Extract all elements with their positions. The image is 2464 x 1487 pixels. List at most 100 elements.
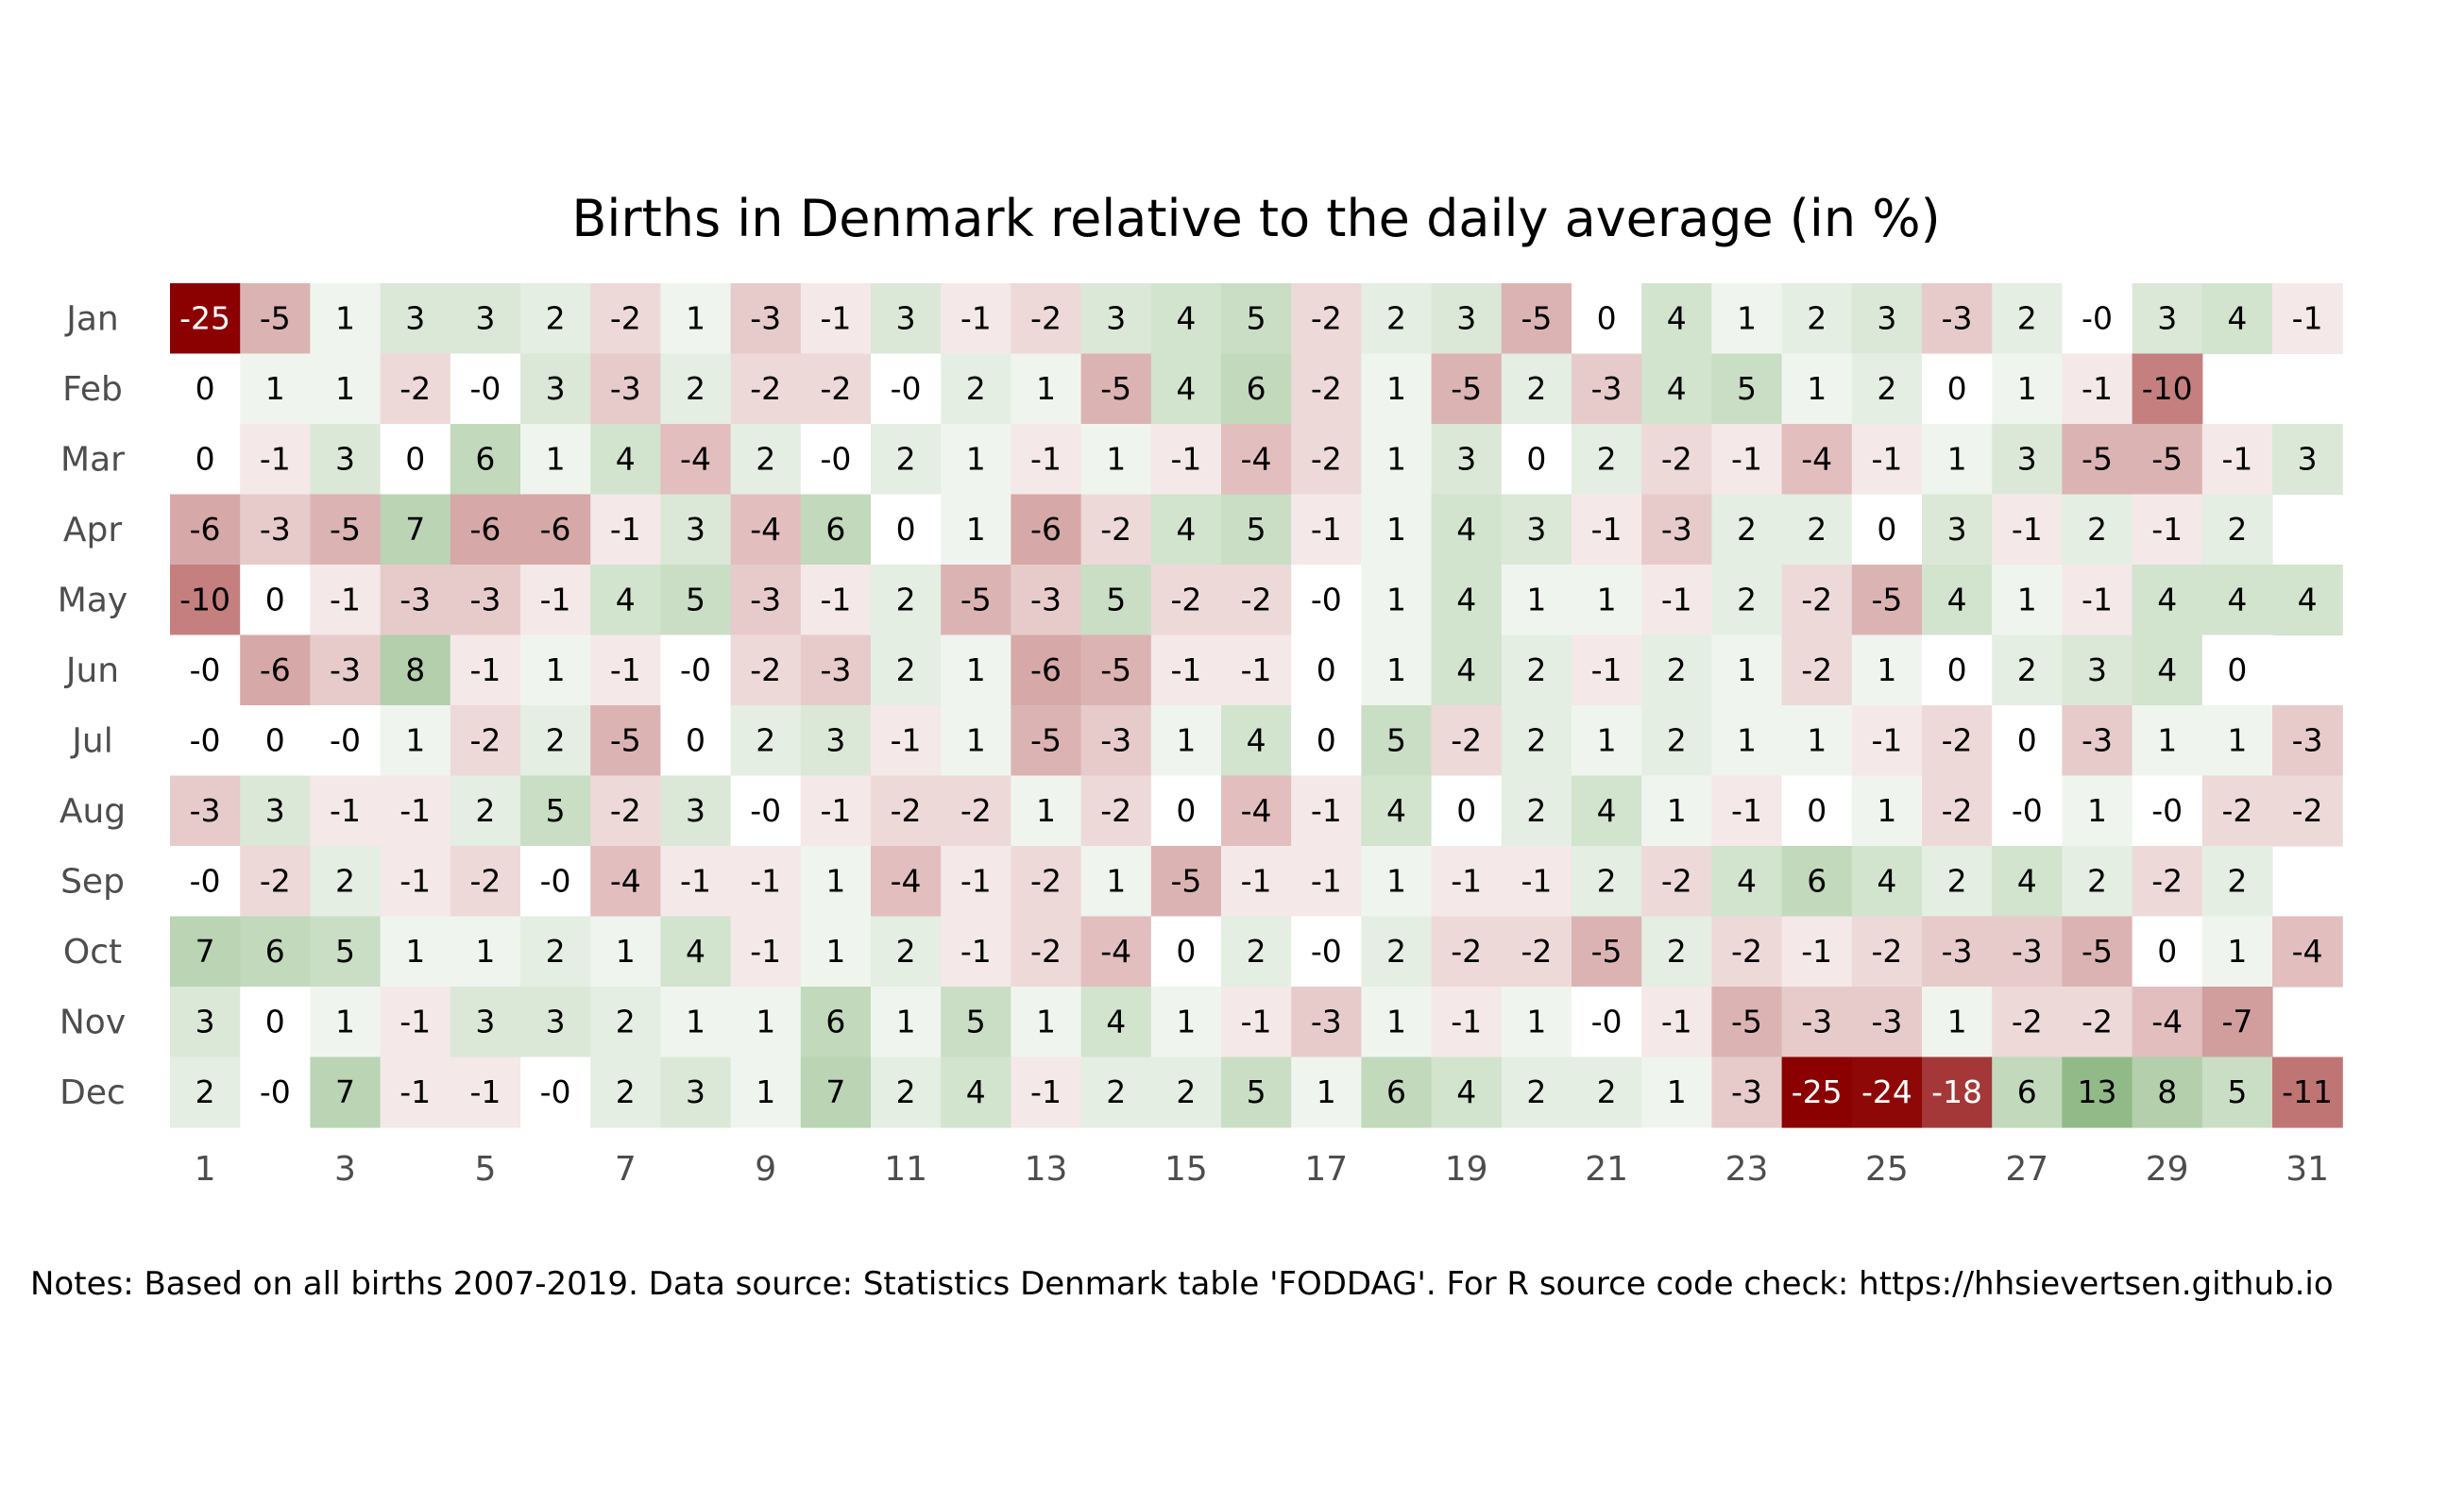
heatmap-cell-feb-9 — [730, 353, 802, 425]
heatmap-cell-aug-8 — [660, 775, 732, 847]
heatmap-cell-mar-1 — [170, 424, 241, 496]
cell-value-dec-29: 8 — [2157, 1073, 2177, 1110]
month-label-feb: Feb — [62, 370, 123, 409]
heatmap-cell-apr-30 — [2201, 494, 2273, 566]
cell-value-may-13: -3 — [1030, 581, 1062, 617]
heatmap-cell-jul-14 — [1080, 705, 1152, 777]
cell-value-oct-26: -3 — [1942, 933, 1973, 970]
cell-value-oct-17: -0 — [1311, 933, 1342, 970]
heatmap-cell-nov-29 — [2132, 987, 2203, 1058]
heatmap-cell-aug-21 — [1572, 775, 1642, 847]
cell-value-may-20: 1 — [1526, 581, 1546, 617]
cell-value-oct-29: 0 — [2157, 933, 2177, 970]
heatmap-cell-feb-14 — [1080, 353, 1152, 425]
heatmap-cell-jan-9 — [730, 283, 802, 355]
cell-value-sep-7: -4 — [610, 862, 641, 899]
heatmap-cell-jan-23 — [1711, 283, 1783, 355]
cell-value-jul-8: 0 — [686, 721, 705, 758]
heatmap-cell-sep-28 — [2062, 846, 2133, 918]
heatmap-cell-dec-4 — [380, 1056, 451, 1128]
month-label-sep: Sep — [60, 862, 125, 901]
heatmap-cell-may-18 — [1361, 565, 1433, 636]
cell-value-jun-17: 0 — [1317, 651, 1336, 688]
heatmap-cell-sep-11 — [871, 846, 942, 918]
cell-value-nov-21: -0 — [1591, 1003, 1623, 1039]
cell-value-dec-24: -25 — [1792, 1073, 1843, 1110]
heatmap-cell-sep-20 — [1501, 846, 1572, 918]
heatmap-cell-aug-26 — [1922, 775, 1993, 847]
heatmap-cell-dec-20 — [1501, 1056, 1572, 1128]
cell-value-dec-26: -18 — [1931, 1073, 1982, 1110]
heatmap-cell-oct-7 — [590, 916, 661, 988]
heatmap-cell-jan-27 — [1992, 283, 2063, 355]
cell-value-aug-19: 0 — [1456, 792, 1476, 829]
cell-value-mar-24: -4 — [1801, 440, 1832, 477]
cell-value-nov-16: -1 — [1241, 1003, 1272, 1039]
cell-value-feb-29: -10 — [2142, 370, 2193, 407]
heatmap-cell-dec-29 — [2132, 1056, 2203, 1128]
heatmap-cell-jul-13 — [1011, 705, 1082, 777]
cell-value-may-29: 4 — [2157, 581, 2177, 617]
heatmap-cell-feb-4 — [380, 353, 451, 425]
heatmap-cell-jul-12 — [941, 705, 1011, 777]
heatmap-cell-sep-14 — [1080, 846, 1152, 918]
cell-value-mar-10: -0 — [820, 440, 851, 477]
heatmap-cell-aug-22 — [1641, 775, 1712, 847]
heatmap-cell-sep-3 — [310, 846, 382, 918]
heatmap-cell-nov-2 — [240, 987, 311, 1058]
heatmap-cell-apr-29 — [2132, 494, 2203, 566]
heatmap-cell-nov-27 — [1992, 987, 2063, 1058]
cell-value-feb-13: 1 — [1036, 370, 1056, 407]
cell-value-oct-28: -5 — [2082, 933, 2113, 970]
heatmap-cell-sep-25 — [1851, 846, 1923, 918]
heatmap-cell-apr-2 — [240, 494, 311, 566]
heatmap-cell-mar-6 — [520, 424, 591, 496]
heatmap-cell-nov-26 — [1922, 987, 1993, 1058]
cell-value-jul-13: -5 — [1030, 721, 1062, 758]
heatmap-cell-apr-9 — [730, 494, 802, 566]
cell-value-jun-21: -1 — [1591, 651, 1623, 688]
cell-value-apr-29: -1 — [2151, 511, 2183, 548]
chart-title: Births in Denmark relative to the daily … — [571, 189, 1940, 248]
cell-value-oct-2: 6 — [265, 933, 285, 970]
heatmap-cell-may-27 — [1992, 565, 2063, 636]
cell-value-jan-5: 3 — [475, 299, 495, 336]
heatmap-cell-aug-25 — [1851, 775, 1923, 847]
cell-value-dec-17: 1 — [1317, 1073, 1336, 1110]
heatmap-cell-jul-31 — [2272, 705, 2343, 777]
cell-value-dec-14: 2 — [1106, 1073, 1126, 1110]
cell-value-aug-13: 1 — [1036, 792, 1056, 829]
cell-value-nov-3: 1 — [335, 1003, 355, 1039]
cell-value-jun-13: -6 — [1030, 651, 1062, 688]
cell-value-oct-15: 0 — [1176, 933, 1196, 970]
heatmap-cell-sep-30 — [2201, 846, 2273, 918]
heatmap-cell-feb-20 — [1501, 353, 1572, 425]
heatmap-cell-nov-22 — [1641, 987, 1712, 1058]
cell-value-may-8: 5 — [686, 581, 705, 617]
cell-value-mar-7: 4 — [616, 440, 636, 477]
cell-value-nov-4: -1 — [399, 1003, 431, 1039]
heatmap-cell-sep-17 — [1291, 846, 1362, 918]
cell-value-feb-11: -0 — [891, 370, 922, 407]
heatmap-cell-jul-1 — [170, 705, 241, 777]
cell-value-oct-21: -5 — [1591, 933, 1623, 970]
heatmap-cell-jun-29 — [2132, 634, 2203, 706]
cell-value-aug-16: -4 — [1241, 792, 1272, 829]
heatmap-cell-sep-27 — [1992, 846, 2063, 918]
cell-value-nov-29: -4 — [2151, 1003, 2183, 1039]
cell-value-jan-7: -2 — [610, 299, 641, 336]
month-label-oct: Oct — [63, 933, 122, 972]
heatmap-cell-mar-8 — [660, 424, 732, 496]
heatmap-cell-jun-19 — [1431, 634, 1503, 706]
cell-value-mar-19: 3 — [1456, 440, 1476, 477]
cell-value-aug-25: 1 — [1877, 792, 1896, 829]
cell-value-jun-19: 4 — [1456, 651, 1476, 688]
cell-value-apr-1: -6 — [190, 511, 221, 548]
heatmap-cell-sep-6 — [520, 846, 591, 918]
cell-value-oct-7: 1 — [616, 933, 636, 970]
cell-value-aug-27: -0 — [2012, 792, 2043, 829]
heatmap-cell-feb-15 — [1150, 353, 1222, 425]
heatmap-cell-jun-26 — [1922, 634, 1993, 706]
heatmap-cell-jan-26 — [1922, 283, 1993, 355]
cell-value-nov-22: -1 — [1661, 1003, 1692, 1039]
